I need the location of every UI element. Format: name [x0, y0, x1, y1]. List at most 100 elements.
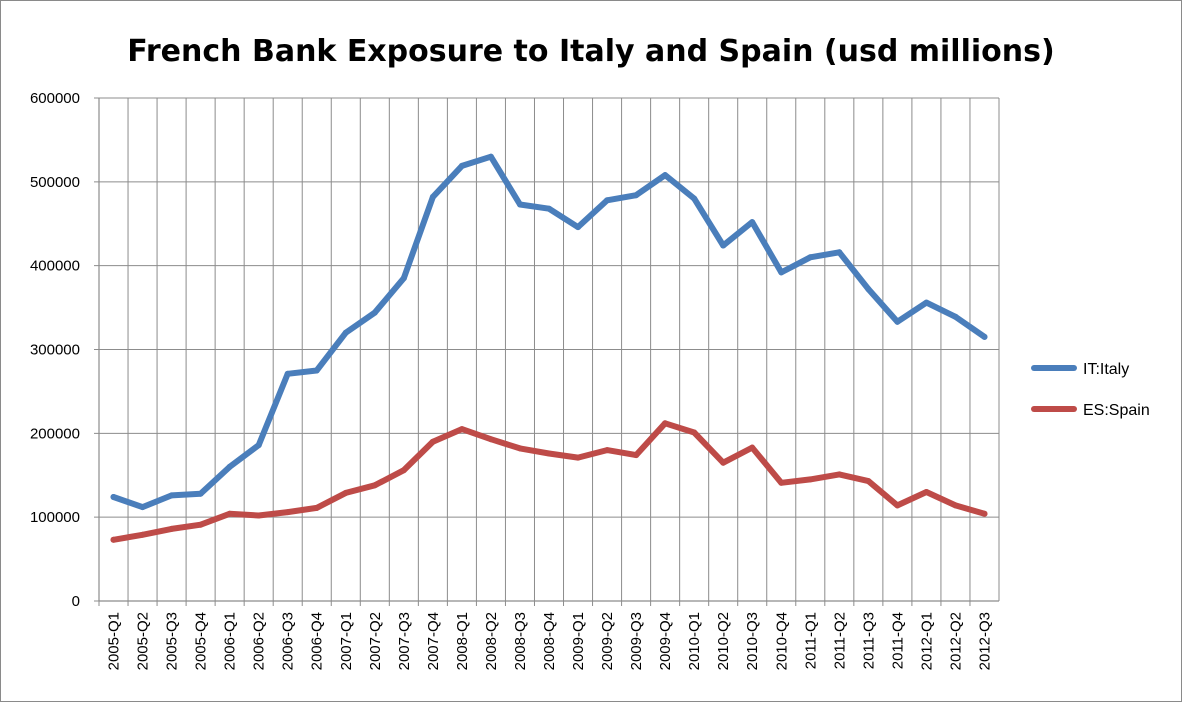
plot-area: 0 100000 200000 300000 400000 500000 600000 200… [30, 90, 1000, 670]
x-tick-label: 2010-Q1 [686, 612, 703, 670]
data-point [662, 420, 669, 427]
data-point [400, 275, 407, 282]
data-point [139, 531, 146, 538]
data-point [197, 490, 204, 497]
legend: IT:Italy ES:Spain [1031, 361, 1150, 419]
data-point [168, 492, 175, 499]
data-point [139, 504, 146, 511]
y-tick-label: 400000 [30, 258, 80, 275]
x-tick-label: 2006-Q2 [251, 612, 268, 670]
data-point [633, 192, 640, 199]
series-lines [110, 153, 988, 543]
x-tick-label: 2010-Q3 [744, 612, 761, 670]
data-point [865, 286, 872, 293]
data-point [952, 313, 959, 320]
data-point [197, 521, 204, 528]
y-tick-label: 500000 [30, 174, 80, 191]
x-tick-label: 2009-Q1 [570, 612, 587, 670]
data-point [342, 329, 349, 336]
data-point [546, 450, 552, 457]
x-tick-label: 2006-Q1 [222, 612, 239, 670]
data-point [168, 525, 175, 532]
data-point [110, 536, 117, 543]
y-tick-label: 600000 [30, 90, 80, 107]
data-point [517, 201, 523, 208]
data-point [691, 429, 698, 436]
data-point [865, 478, 872, 485]
x-tick-label: 2011-Q2 [831, 612, 848, 669]
data-point [226, 510, 233, 517]
axes: 0 100000 200000 300000 400000 500000 600000 200… [30, 90, 999, 670]
x-tick-label: 2005-Q3 [164, 612, 181, 670]
data-point [400, 467, 407, 474]
y-tick-label: 200000 [30, 425, 80, 442]
data-point [894, 318, 901, 325]
data-point [691, 195, 698, 202]
data-point [662, 172, 669, 179]
legend-label-0: IT:Italy [1083, 361, 1129, 378]
data-point [284, 370, 291, 377]
data-point [981, 333, 988, 340]
x-tick-label: 2005-Q2 [135, 612, 152, 670]
data-point [836, 471, 843, 478]
data-point [807, 254, 814, 261]
x-tick-label: 2008-Q2 [483, 612, 500, 670]
data-point [749, 219, 756, 226]
data-point [778, 479, 785, 486]
x-tick-label: 2010-Q4 [773, 612, 790, 670]
data-point [894, 502, 901, 509]
x-tick-label: 2008-Q4 [541, 612, 558, 670]
x-tick-label: 2011-Q4 [889, 612, 906, 669]
data-point [313, 504, 320, 511]
data-point [487, 153, 494, 160]
x-tick-label: 2009-Q4 [657, 612, 674, 670]
data-point [517, 445, 523, 452]
x-tick-label: 2012-Q1 [918, 612, 935, 670]
data-point [284, 509, 291, 516]
data-point [487, 436, 494, 443]
x-tick-label: 2009-Q2 [599, 612, 616, 670]
x-tick-label: 2006-Q4 [309, 612, 326, 670]
data-point [575, 454, 581, 461]
x-tick-label: 2005-Q1 [106, 612, 123, 670]
x-tick-label: 2008-Q3 [512, 612, 529, 670]
y-tick-label: 100000 [30, 509, 80, 526]
data-point [371, 482, 378, 489]
gridlines [94, 97, 1000, 602]
data-point [110, 494, 117, 500]
data-point [604, 197, 611, 204]
data-point [807, 476, 814, 483]
x-tick-label: 2010-Q2 [715, 612, 732, 670]
data-point [604, 447, 611, 454]
y-tick-label: 0 [72, 593, 80, 610]
x-tick-label: 2005-Q4 [193, 612, 210, 670]
x-tick-label: 2007-Q4 [425, 612, 442, 670]
data-point [575, 224, 581, 231]
data-point [952, 502, 959, 509]
legend-label-1: ES:Spain [1083, 402, 1150, 419]
x-tick-label: 2011-Q1 [802, 612, 819, 669]
data-point [429, 438, 436, 445]
data-point [778, 269, 785, 276]
data-point [226, 463, 233, 470]
data-point [255, 442, 262, 449]
data-point [255, 512, 262, 519]
data-point [981, 510, 988, 517]
x-tick-label: 2007-Q2 [367, 612, 384, 670]
x-tick-label: 2007-Q3 [396, 612, 413, 670]
data-point [458, 426, 465, 433]
data-point [720, 242, 727, 249]
data-point [458, 162, 465, 169]
x-tick-label: 2006-Q3 [280, 612, 297, 670]
data-point [720, 459, 727, 466]
data-point [923, 299, 930, 306]
chart-title: French Bank Exposure to Italy and Spain … [127, 34, 1054, 69]
x-tick-label: 2012-Q3 [976, 612, 993, 670]
data-point [313, 367, 320, 374]
x-tick-label: 2011-Q3 [860, 612, 877, 669]
x-tick-label: 2007-Q1 [338, 612, 355, 670]
data-point [546, 205, 552, 212]
x-tick-label: 2008-Q1 [454, 612, 471, 670]
